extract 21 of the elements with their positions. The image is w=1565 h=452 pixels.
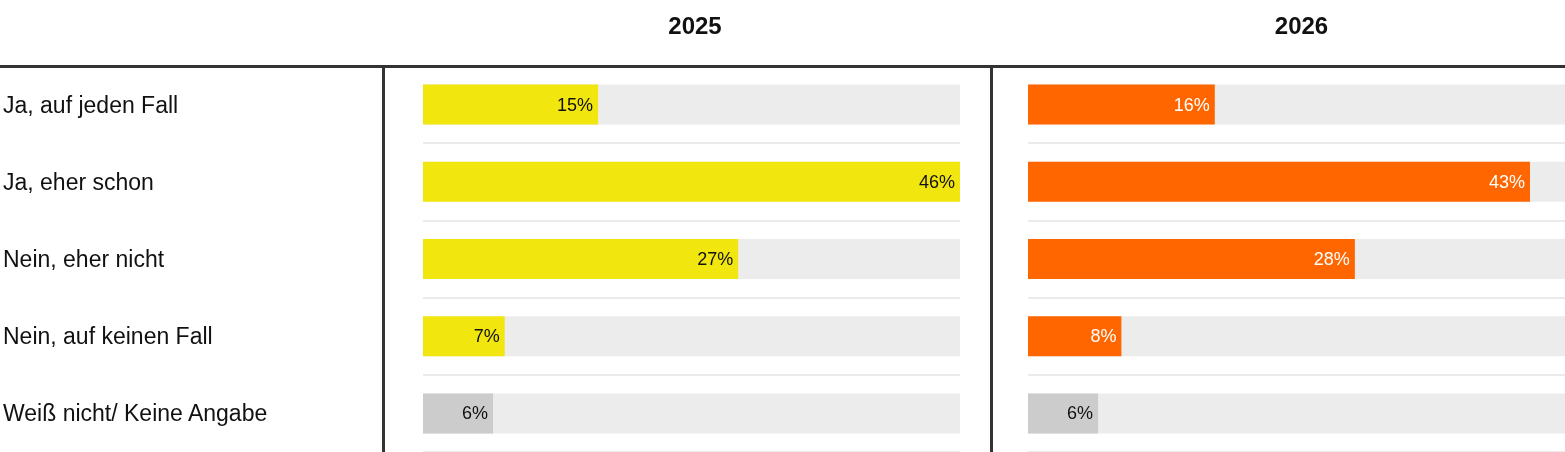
data-label: 15% xyxy=(557,94,594,115)
bar xyxy=(1028,393,1099,434)
y-tick-label: Nein, auf keinen Fall xyxy=(3,323,213,350)
data-label: 28% xyxy=(1313,249,1350,269)
chart-title: 2026 xyxy=(1274,11,1329,39)
data-label: 6% xyxy=(462,403,489,424)
data-label: 7% xyxy=(473,326,500,347)
chart-title: 2025 xyxy=(668,11,722,39)
data-label: 6% xyxy=(1067,403,1094,424)
bar xyxy=(423,316,505,357)
y-tick-label: Weiß nicht/ Keine Angabe xyxy=(3,400,268,427)
data-label: 8% xyxy=(1090,326,1117,347)
y-tick-label: Nein, eher nicht xyxy=(3,246,165,272)
data-label: 27% xyxy=(697,249,734,269)
bar xyxy=(1028,316,1122,357)
data-label: 46% xyxy=(918,171,955,192)
bar xyxy=(423,393,494,434)
y-tick-label: Ja, auf jeden Fall xyxy=(3,91,179,118)
y-tick-label: Ja, eher schon xyxy=(3,168,154,195)
data-label: 43% xyxy=(1488,171,1525,192)
data-label: 16% xyxy=(1173,94,1210,115)
